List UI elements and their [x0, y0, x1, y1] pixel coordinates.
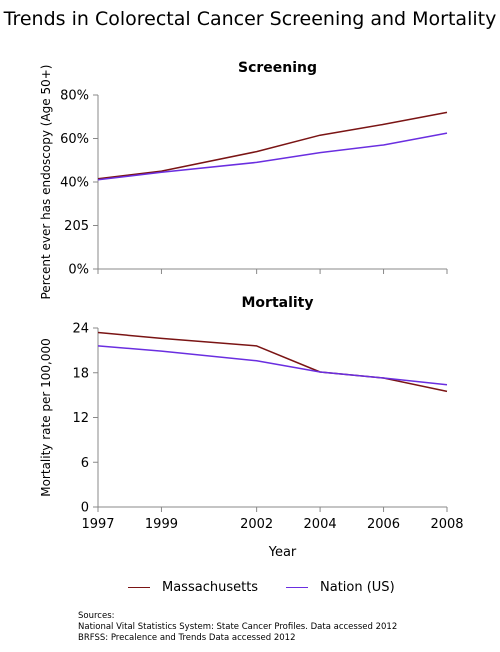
legend-label-massachusetts: Massachusetts	[162, 580, 259, 595]
screening-y-tick-label: 40%	[60, 176, 89, 191]
mortality-x-tick-label: 2002	[240, 517, 273, 532]
screening-series-line-nation	[97, 132, 448, 181]
legend-swatch-massachusetts	[128, 587, 150, 588]
mortality-series-line-nation	[97, 345, 448, 386]
mortality-x-tick-label: 1999	[145, 517, 178, 532]
sources-note: Sources: National Vital Statistics Syste…	[78, 611, 397, 644]
mortality-x-tick-label: 2006	[367, 517, 400, 532]
screening-series-line-massachusetts	[97, 111, 448, 180]
mortality-y-tick-label: 12	[72, 411, 89, 426]
sources-heading: Sources:	[78, 611, 115, 621]
mortality-panel-title: Mortality	[241, 295, 313, 311]
mortality-x-tick-label: 1997	[81, 517, 114, 532]
mortality-y-tick-label: 6	[81, 456, 89, 471]
sources-line-2: BRFSS: Precalence and Trends Data access…	[78, 633, 296, 643]
screening-y-axis-label: Percent ever has endoscopy (Age 50+)	[39, 65, 53, 300]
mortality-y-tick-label: 18	[72, 366, 89, 381]
legend-label-nation: Nation (US)	[320, 580, 395, 595]
legend: Massachusetts Nation (US)	[0, 580, 500, 600]
mortality-y-axis-label: Mortality rate per 100,000	[39, 338, 53, 497]
mortality-series-line-massachusetts	[97, 331, 448, 393]
chart-title: Trends in Colorectal Cancer Screening an…	[3, 8, 497, 30]
mortality-x-tick-label: 2008	[430, 517, 463, 532]
legend-swatch-nation	[286, 587, 308, 588]
screening-y-tick-label: 80%	[60, 89, 89, 104]
legend-item-massachusetts: Massachusetts	[128, 580, 258, 595]
screening-y-tick-label: 60%	[60, 132, 89, 147]
mortality-y-tick-label: 24	[72, 322, 89, 337]
mortality-x-tick-label: 2004	[304, 517, 337, 532]
chart-canvas: Screening 0% 205 40% 60% 80% Percent ever has …	[39, 60, 464, 560]
screening-y-tick-label: 0%	[68, 263, 89, 278]
legend-item-nation: Nation (US)	[286, 580, 395, 595]
sources-line-1: National Vital Statistics System: State …	[78, 622, 398, 632]
screening-y-tick-label: 205	[64, 219, 89, 234]
mortality-y-tick-label: 0	[81, 501, 89, 516]
mortality-x-axis-label: Year	[268, 545, 297, 560]
screening-panel-title: Screening	[238, 60, 317, 76]
